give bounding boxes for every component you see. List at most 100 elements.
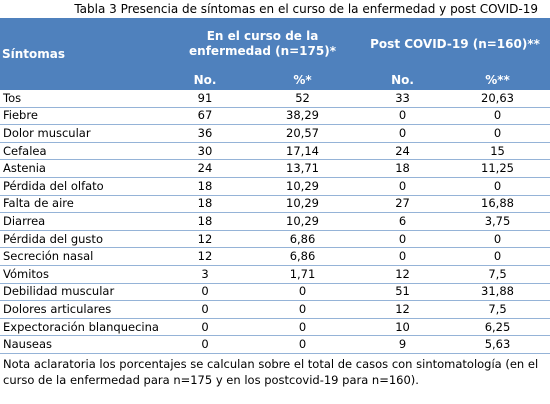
row-label: Debilidad muscular: [0, 283, 165, 302]
header-cell: No.: [165, 70, 245, 90]
cell: 20,63: [445, 90, 550, 108]
table-row: Tos 91 52 33 20,63: [0, 90, 550, 108]
cell: 52: [245, 90, 361, 108]
cell: 11,25: [445, 159, 550, 178]
cell: 0: [360, 177, 446, 196]
cell: 5,63: [445, 335, 550, 354]
header-cell: %**: [445, 70, 550, 90]
cell: 16,88: [445, 195, 550, 214]
cell: 0: [360, 107, 446, 126]
cell: 0: [445, 107, 550, 126]
row-label: Pérdida del gusto: [0, 230, 165, 249]
cell: 0: [245, 335, 361, 354]
table-row: Diarrea 18 10,29 6 3,75: [0, 212, 550, 231]
row-label: Diarrea: [0, 212, 165, 231]
header-cell: En el curso de la enfermedad (n=175)*: [165, 18, 361, 70]
cell: 6,25: [445, 318, 550, 337]
cell: 36: [165, 124, 245, 143]
cell: 0: [245, 283, 361, 302]
table-row: Dolores articulares 0 0 12 7,5: [0, 300, 550, 319]
table-row: Dolor muscular 36 20,57 0 0: [0, 124, 550, 143]
cell: 30: [165, 142, 245, 161]
cell: 18: [165, 195, 245, 214]
cell: 1,71: [245, 265, 361, 284]
cell: 0: [445, 247, 550, 266]
cell: 12: [360, 265, 446, 284]
cell: 12: [165, 230, 245, 249]
table-row: Cefalea 30 17,14 24 15: [0, 142, 550, 161]
table-title: Tabla 3 Presencia de síntomas en el curs…: [74, 2, 538, 16]
row-label: Tos: [0, 90, 165, 108]
row-label: Nauseas: [0, 335, 165, 354]
cell: 3,75: [445, 212, 550, 231]
cell: 10,29: [245, 212, 361, 231]
cell: 0: [360, 247, 446, 266]
row-label: Secreción nasal: [0, 247, 165, 266]
cell: 67: [165, 107, 245, 126]
cell: 51: [360, 283, 446, 302]
row-label: Vómitos: [0, 265, 165, 284]
cell: 0: [165, 283, 245, 302]
cell: 91: [165, 90, 245, 108]
header-cell: Post COVID-19 (n=160)**: [360, 18, 550, 70]
row-label: Astenia: [0, 159, 165, 178]
row-label: Expectoración blanquecina: [0, 318, 165, 337]
cell: 7,5: [445, 265, 550, 284]
table-row: Expectoración blanquecina 0 0 10 6,25: [0, 318, 550, 337]
cell: 0: [445, 230, 550, 249]
cell: 0: [245, 318, 361, 337]
cell: 6: [360, 212, 446, 231]
table-row: Fiebre 67 38,29 0 0: [0, 107, 550, 126]
cell: 0: [360, 230, 446, 249]
cell: 18: [165, 212, 245, 231]
cell: 0: [360, 124, 446, 143]
cell: 0: [245, 300, 361, 319]
cell: 20,57: [245, 124, 361, 143]
row-label: Dolor muscular: [0, 124, 165, 143]
cell: 0: [165, 318, 245, 337]
cell: 33: [360, 90, 446, 108]
cell: 31,88: [445, 283, 550, 302]
header-cell: %*: [245, 70, 361, 90]
row-label: Fiebre: [0, 107, 165, 126]
cell: 18: [165, 177, 245, 196]
row-label: Dolores articulares: [0, 300, 165, 319]
row-label: Cefalea: [0, 142, 165, 161]
table-row: Falta de aire 18 10,29 27 16,88: [0, 195, 550, 214]
cell: 18: [360, 159, 446, 178]
cell: 13,71: [245, 159, 361, 178]
cell: 24: [360, 142, 446, 161]
table-row: Pérdida del olfato 18 10,29 0 0: [0, 177, 550, 196]
cell: 3: [165, 265, 245, 284]
cell: 24: [165, 159, 245, 178]
row-label: Falta de aire: [0, 195, 165, 214]
table: Síntomas En el curso de la enfermedad (n…: [0, 18, 550, 354]
table-row: Astenia 24 13,71 18 11,25: [0, 159, 550, 178]
cell: 15: [445, 142, 550, 161]
cell: 10,29: [245, 177, 361, 196]
cell: 17,14: [245, 142, 361, 161]
table-row: Debilidad muscular 0 0 51 31,88: [0, 283, 550, 302]
row-label: Pérdida del olfato: [0, 177, 165, 196]
cell: 10,29: [245, 195, 361, 214]
cell: 6,86: [245, 230, 361, 249]
cell: 9: [360, 335, 446, 354]
cell: 0: [445, 177, 550, 196]
cell: 7,5: [445, 300, 550, 319]
cell: 0: [445, 124, 550, 143]
table-row: Nauseas 0 0 9 5,63: [0, 335, 550, 354]
note: Nota aclaratoria los porcentajes se calc…: [3, 356, 539, 387]
cell: 12: [165, 247, 245, 266]
header-cell: Síntomas: [0, 18, 165, 90]
table-row: Pérdida del gusto 12 6,86 0 0: [0, 230, 550, 249]
cell: 27: [360, 195, 446, 214]
cell: 10: [360, 318, 446, 337]
table-row: Secreción nasal 12 6,86 0 0: [0, 247, 550, 266]
cell: 0: [165, 335, 245, 354]
cell: 6,86: [245, 247, 361, 266]
cell: 0: [165, 300, 245, 319]
cell: 38,29: [245, 107, 361, 126]
header-cell: No.: [360, 70, 446, 90]
cell: 12: [360, 300, 446, 319]
